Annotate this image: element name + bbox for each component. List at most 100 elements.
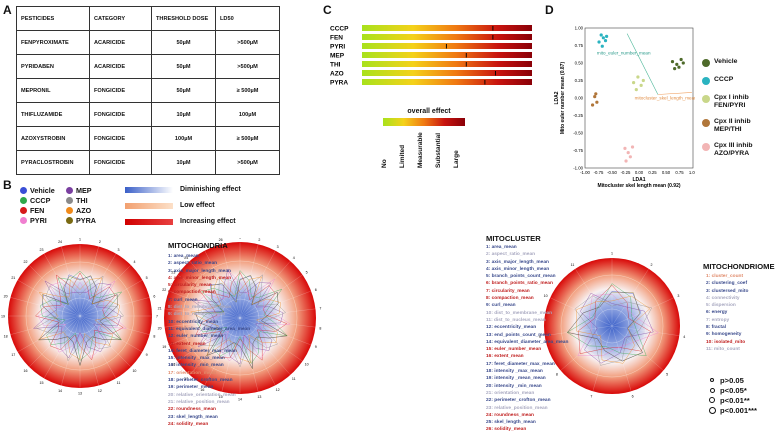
radar-metric-item: 17: feret_diameter_max_mean <box>486 361 555 367</box>
radar-axis-number: 5 <box>146 276 148 280</box>
radar-series-line <box>190 268 284 365</box>
lda-xtick: 0.75 <box>675 170 684 175</box>
radar-series-line <box>576 295 651 364</box>
radar-spoke <box>239 250 276 319</box>
radar-metric-item: 2: clustering_coef <box>706 281 748 287</box>
heatmap-row-label: MEP <box>330 53 345 60</box>
radar-spoke <box>221 244 241 319</box>
radar-axis-number: 10 <box>305 363 309 367</box>
radar-spoke <box>239 317 276 386</box>
table-cell: 10µM <box>151 150 216 175</box>
radar-axis-number: 10 <box>132 369 136 373</box>
radar-axis-number: 22 <box>162 288 166 292</box>
radar-series-line <box>578 284 651 355</box>
radar-metric-item: 25: skel_length_mean <box>486 420 536 426</box>
radar-metric-item: 22: perimeter_crofton_mean <box>486 398 551 404</box>
lda-ytick: -1.00 <box>573 166 583 171</box>
lda-arrow-skel <box>657 92 692 95</box>
radar-spoke <box>611 325 680 336</box>
col-header: THRESHOLD DOSE <box>151 6 216 31</box>
radar-spoke <box>79 279 143 317</box>
group-legend-label: THI <box>76 196 88 205</box>
radar-metric-item: 18: perimeter_crofton_mean <box>168 378 233 384</box>
table-cell: ACARICIDE <box>89 54 152 79</box>
radar-axis-number: 1 <box>239 238 241 240</box>
lda-point <box>634 88 638 92</box>
radar-series-line <box>579 292 654 364</box>
radar-axis-number: 9 <box>315 345 317 349</box>
radar-metric-item: 3: clustersed_mito <box>706 288 749 294</box>
significance-dot <box>709 387 715 393</box>
radar-metric-item: 10: isolated_mito <box>706 339 746 345</box>
lda-point <box>623 146 627 150</box>
lda-ytick: -0.25 <box>573 113 583 118</box>
radar-series-line <box>197 274 287 368</box>
svg-text:LDA2: LDA2 <box>554 91 560 104</box>
significance-label: p<0.001*** <box>720 406 757 415</box>
radar-metric-item: 16: intensity _min_mean <box>168 363 224 369</box>
radar-axis-number: 19 <box>162 345 166 349</box>
table-cell: 50µM <box>151 54 216 79</box>
radar-metric-item: 14: equivalent_diameter_area_mean <box>486 339 569 345</box>
radar-spoke <box>239 317 259 392</box>
lda-xtick: -1.00 <box>580 170 590 175</box>
lda-arrow-euler <box>626 33 659 95</box>
radar-metric-item: 17: orientation_mean <box>168 370 217 376</box>
effect-legend-label: Increasing effect <box>180 218 236 225</box>
heatmap-bar <box>362 70 532 76</box>
heatmap-legend-title: overall effect <box>407 108 451 115</box>
radar-axis-number: 24 <box>58 240 62 244</box>
pesticide-table: PESTICIDES CATEGORY THRESHOLD DOSE LD50 … <box>16 6 280 175</box>
radar-axis-number: 14 <box>58 389 62 393</box>
lda-point <box>641 78 645 83</box>
radar-metric-item: 2: aspect_ratio_mean <box>168 261 218 267</box>
radar-spoke <box>164 308 241 319</box>
heatmap-bar <box>362 61 532 67</box>
radar-metric-item: 21: relative_position_mean <box>168 399 230 405</box>
col-header: PESTICIDES <box>16 6 90 31</box>
table-cell: ≥ 500µM <box>215 126 280 151</box>
radar-series-line <box>37 280 127 359</box>
radar-spoke <box>17 279 81 317</box>
radar-metric-item: 10: eccentricity_mean <box>168 319 219 325</box>
radar-axis-number: 23 <box>171 270 175 274</box>
radar-spoke <box>189 317 241 375</box>
lda-point <box>626 151 630 155</box>
effect-legend-label: Low effect <box>180 202 215 209</box>
lda-point <box>594 92 598 96</box>
lda-point <box>681 61 685 65</box>
group-legend-dot <box>20 207 27 214</box>
effect-legend-swatch <box>125 187 173 193</box>
radar-metric-item: 4: axis_minor_length_mean <box>486 266 550 272</box>
significance-label: p<0.05* <box>720 386 747 395</box>
lda-point <box>624 159 628 163</box>
radar-axis-number: 25 <box>200 245 204 249</box>
group-legend-label: AZO <box>76 206 92 215</box>
table-row: PYRIDABEN ACARICIDE 50µM >500µM <box>16 54 280 79</box>
radar-metric-item: 4: connectivity <box>706 295 740 301</box>
lda-point <box>679 57 683 62</box>
radar-axis-number: 12 <box>98 389 102 393</box>
radar-axis-number: 15 <box>219 395 223 399</box>
lda-legend-dot <box>702 119 710 127</box>
group-legend-label: PYRA <box>76 216 96 225</box>
radar-axis-number: 3 <box>118 248 120 252</box>
significance-dot <box>709 397 715 403</box>
radar-axis-number: 22 <box>24 260 28 264</box>
table-row: MEPRONIL FONGICIDE 50µM ≥ 500µM <box>16 78 280 103</box>
lda-xtick: 1.00 <box>689 170 695 175</box>
radar-metric-item: 11: dist_to_nucleus_mean <box>486 317 546 323</box>
table-cell: >500µM <box>215 150 280 175</box>
radar-spoke <box>43 315 81 379</box>
lda-point <box>630 145 635 149</box>
radar-series-line <box>195 271 288 361</box>
radar-spoke <box>79 297 150 317</box>
heatmap-row-label: PYRI <box>330 44 345 51</box>
lda-legend-dot <box>702 143 710 151</box>
lda-ytick: -0.75 <box>573 148 583 153</box>
col-header: LD50 <box>215 6 280 31</box>
radar-axis-number: 21 <box>11 276 15 280</box>
heatmap-marker: I <box>495 71 497 78</box>
radar-metric-item: 21: orientation_mean <box>486 390 535 396</box>
table-cell: FONGICIDE <box>89 126 152 151</box>
